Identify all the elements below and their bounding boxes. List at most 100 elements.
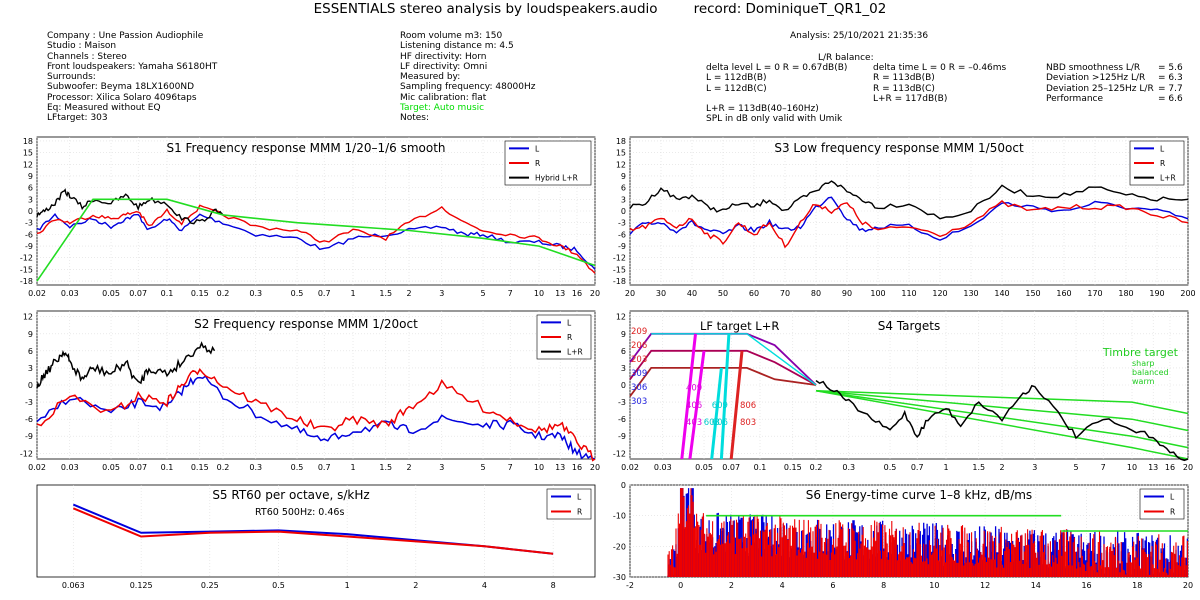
- series-r: [629, 199, 1189, 249]
- y-tick-label: -6: [618, 230, 626, 239]
- info-line-0: Company : Une Passion Audiophile: [47, 31, 204, 41]
- lf-flank: [688, 350, 706, 460]
- x-tick-label: 1: [345, 581, 350, 590]
- x-tick-label: 0.7: [318, 289, 331, 298]
- x-tick-label: 110: [901, 289, 916, 298]
- chart-title: S6 Energy-time curve 1–8 kHz, dB/ms: [806, 488, 1032, 502]
- legend-label: L: [1170, 493, 1175, 502]
- lf-target-title: LF target L+R: [700, 319, 779, 333]
- x-tick-label: 0.15: [191, 463, 209, 472]
- y-tick-label: -18: [20, 277, 33, 286]
- y-tick-label: 0: [28, 381, 33, 390]
- chart-S2: 0.02 0.03 0.05 0.07 0.1 0.15 0.2 0.3 0.5 0.7 1 1.5 2…: [20, 310, 600, 472]
- x-tick-label: 1: [943, 463, 948, 472]
- x-tick-label: 0.5: [272, 581, 285, 590]
- x-tick-label: 160: [1056, 289, 1071, 298]
- analysis-date: Analysis: 25/10/2021 21:35:36: [790, 31, 929, 41]
- y-tick-label: 12: [616, 313, 626, 322]
- x-tick-label: 20: [1183, 463, 1193, 472]
- x-tick-label: 180: [1118, 289, 1133, 298]
- legend-label: L: [577, 493, 582, 502]
- y-tick-label: -15: [20, 265, 33, 274]
- x-tick-label: 0.02: [28, 289, 46, 298]
- x-tick-label: 7: [508, 463, 513, 472]
- timbre-item: balanced: [1132, 368, 1169, 377]
- x-tick-label: 0.05: [102, 289, 120, 298]
- x-tick-label: 170: [1087, 289, 1102, 298]
- balance-line-1: L = 112dB(B): [706, 73, 767, 84]
- x-tick-label: 0.07: [129, 289, 147, 298]
- y-tick-label: -12: [20, 254, 33, 263]
- chart-title: S2 Frequency response MMM 1/20oct: [194, 317, 418, 331]
- legend-label: R: [535, 159, 540, 168]
- x-tick-label: 0.063: [62, 581, 85, 590]
- y-tick-label: 6: [621, 184, 626, 193]
- x-tick-label: 0.15: [191, 289, 209, 298]
- info-line-3: Front loudspeakers: Yamaha S6180HT: [47, 61, 218, 72]
- y-tick-label: 15: [616, 149, 626, 158]
- y-tick-label: 12: [616, 160, 626, 169]
- legend-label: L: [567, 318, 572, 327]
- chart-S1: 0.02 0.03 0.05 0.07 0.1 0.15 0.2 0.3 0.5 0.7 1 1.5 2…: [20, 136, 600, 298]
- y-tick-label: -3: [618, 398, 626, 407]
- legend-label: L+R: [1160, 174, 1176, 183]
- y-tick-label: -9: [618, 432, 626, 441]
- info-line-8: Notes:: [400, 113, 430, 124]
- legend-label: Hybrid L+R: [535, 174, 578, 183]
- balance-line-0: delta time L = 0 R = –0.46ms: [873, 63, 1007, 73]
- x-tick-label: 0.07: [129, 463, 147, 472]
- x-tick-label: 16: [572, 463, 582, 472]
- lf-target-label: 609: [712, 401, 728, 411]
- x-tick-label: 70: [780, 289, 790, 298]
- lf-flank: [729, 350, 744, 460]
- lf-flank: [680, 333, 697, 460]
- x-tick-label: 20: [1183, 581, 1193, 590]
- x-tick-label: 1.5: [379, 463, 392, 472]
- record-name: record: DominiqueT_QR1_02: [693, 1, 887, 17]
- lf-target-label: 603: [704, 418, 720, 428]
- x-tick-label: 1: [350, 463, 355, 472]
- x-tick-label: 0.02: [621, 463, 639, 472]
- x-tick-label: 0.125: [130, 581, 153, 590]
- legend-label: L: [535, 144, 540, 153]
- info-line-5: Sampling frequency: 48000Hz: [400, 82, 536, 93]
- y-tick-label: 0: [621, 207, 626, 216]
- info-line-4: Measured by:: [400, 72, 461, 83]
- y-tick-label: -3: [25, 219, 33, 228]
- x-tick-label: 6: [830, 581, 835, 590]
- info-line-4: Surrounds:: [47, 72, 96, 83]
- x-tick-label: 0.02: [28, 463, 46, 472]
- x-tick-label: 13: [555, 463, 565, 472]
- legend-label: R: [1170, 508, 1175, 517]
- y-tick-label: -9: [25, 242, 33, 251]
- legend-box: [546, 488, 592, 520]
- legend-label: L: [1160, 144, 1165, 153]
- x-tick-label: 10: [1127, 463, 1137, 472]
- x-tick-label: 0.3: [249, 289, 262, 298]
- y-tick-label: 18: [616, 137, 626, 146]
- y-tick-label: 0: [28, 207, 33, 216]
- y-tick-label: 3: [28, 364, 33, 373]
- legend-label: R: [1160, 159, 1165, 168]
- timbre-title: Timbre target: [1102, 346, 1179, 359]
- y-tick-label: 6: [28, 347, 33, 356]
- y-tick-label: -3: [618, 219, 626, 228]
- y-tick-label: -30: [613, 573, 626, 582]
- x-tick-label: 7: [508, 289, 513, 298]
- x-tick-label: 0.2: [810, 463, 823, 472]
- balance-line-2: R = 113dB(C): [873, 83, 935, 94]
- x-tick-label: 100: [870, 289, 885, 298]
- x-tick-label: 13: [1148, 463, 1158, 472]
- lf-target-label: 303: [631, 397, 647, 407]
- x-tick-label: 20: [625, 289, 635, 298]
- timbre-target-line: [815, 389, 1189, 415]
- series-r: [36, 368, 596, 462]
- balance-left: delta level L = 0 R = 0.67dB(B) L = 112dB…: [706, 63, 847, 125]
- timbre-target-line: [815, 389, 1189, 449]
- x-tick-label: 1: [350, 289, 355, 298]
- x-tick-label: 16: [1081, 581, 1091, 590]
- y-tick-label: -10: [613, 512, 626, 521]
- nbd-label-2: Deviation 25–125Hz L/R: [1046, 83, 1154, 94]
- timbre-target-line: [815, 389, 1189, 432]
